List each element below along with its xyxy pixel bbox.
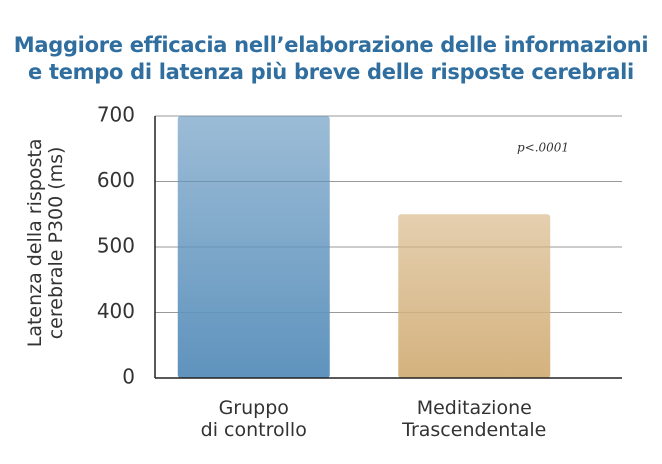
- bar: [398, 214, 551, 378]
- y-tick-label: 600: [97, 168, 135, 192]
- x-tick-label: Gruppo di controllo: [200, 397, 307, 441]
- bar: [177, 116, 330, 378]
- y-tick-label: 400: [97, 299, 135, 323]
- y-tick-label: 0: [122, 365, 135, 389]
- y-tick-label: 700: [97, 103, 135, 127]
- x-tick-label: Meditazione Trascendentale: [402, 397, 547, 441]
- annotation: p<.0001: [517, 141, 569, 155]
- y-tick-label: 500: [97, 234, 135, 258]
- chart-title: Maggiore efficacia nell’elaborazione del…: [13, 33, 649, 85]
